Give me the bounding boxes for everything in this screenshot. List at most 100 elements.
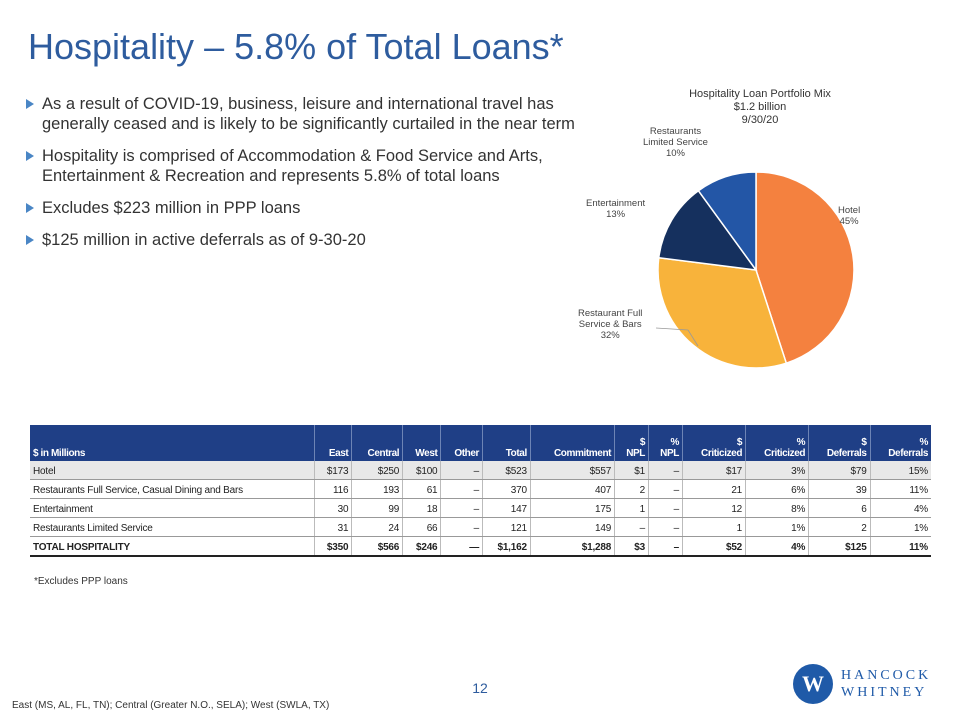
table-cell: 175	[529, 498, 615, 518]
table-cell: 21	[681, 479, 746, 499]
table-cell: 4%	[869, 498, 931, 518]
table-cell: 39	[808, 479, 871, 499]
chart-date: 9/30/20	[741, 114, 779, 126]
header-text: $	[861, 437, 867, 448]
table-row: Restaurants Full Service, Casual Dining …	[30, 479, 931, 499]
hancock-whitney-logo: W HANCOCK WHITNEY	[793, 664, 943, 708]
header-text: Total	[505, 448, 528, 459]
table-cell: 12	[681, 498, 746, 518]
table-cell: 149	[529, 517, 615, 537]
table-header-cell: Other	[440, 425, 483, 461]
table-body: Hotel $173 $250 $100– $523 $557 $1– $17 3% $79 15%…	[30, 461, 931, 557]
table-cell: 116	[313, 479, 352, 499]
bullet-arrow-icon	[26, 203, 34, 213]
logo-word-2: WHITNEY	[841, 685, 928, 700]
bullet-text: $125 million in active deferrals as of 9…	[42, 231, 366, 249]
pie-slice-hotel	[755, 171, 855, 365]
pie-leader-line	[655, 327, 699, 347]
table-cell: 193	[351, 479, 403, 499]
portfolio-pie-chart: Hospitality Loan Portfolio Mix $1.2 bill…	[570, 84, 950, 384]
table-header-cell: East	[313, 425, 352, 461]
table-header-cell: % NPL	[648, 425, 683, 461]
table-cell: $79	[808, 461, 871, 480]
bullet-item: $125 million in active deferrals as of 9…	[26, 230, 586, 250]
pie-label-restaurant-full: Restaurant Full Service & Bars 32%	[578, 308, 642, 341]
table-cell: 6%	[745, 479, 809, 499]
table-header-cell: $ Criticized	[681, 425, 746, 461]
bullet-list: As a result of COVID-19, business, leisu…	[26, 94, 586, 262]
table-cell: $523	[482, 461, 531, 480]
row-label: Restaurants Full Service, Casual Dining …	[30, 479, 315, 499]
header-text: Criticized	[701, 448, 743, 459]
pie-slice-restaurant-full	[657, 256, 788, 369]
bullet-arrow-icon	[26, 99, 34, 109]
chart-subtitle: $1.2 billion	[733, 101, 787, 113]
pie-label-line: Service & Bars	[578, 319, 642, 330]
table-header-cell: Total	[482, 425, 531, 461]
table-cell: $350	[313, 536, 352, 557]
table-cell: $250	[351, 461, 403, 480]
table-header-cell: $ Deferrals	[808, 425, 871, 461]
table-cell: –	[440, 461, 483, 480]
pie-label-line: Restaurant Full	[578, 308, 643, 319]
logo-mark-letter: W	[802, 671, 824, 696]
table-cell: –	[440, 517, 483, 537]
header-text: East	[328, 448, 349, 459]
row-label: Restaurants Limited Service	[30, 517, 315, 537]
bullet-arrow-icon	[26, 235, 34, 245]
table-row: TOTAL HOSPITALITY $350 $566 $246— $1,162 $1,2…	[30, 536, 931, 557]
header-text: Commitment	[553, 448, 612, 459]
table-cell: $1,162	[482, 536, 531, 557]
table-cell: 2	[808, 517, 871, 537]
table-cell: 8%	[745, 498, 809, 518]
header-text: Central	[367, 448, 400, 459]
table-cell: –	[614, 517, 649, 537]
chart-title: Hospitality Loan Portfolio Mix	[689, 88, 831, 100]
table-cell: 407	[529, 479, 615, 499]
header-text: $	[736, 437, 743, 448]
bullet-item: As a result of COVID-19, business, leisu…	[26, 94, 586, 134]
header-text: %	[919, 437, 929, 448]
table-cell: 370	[482, 479, 531, 499]
table-cell: $3	[614, 536, 649, 557]
table-cell: $17	[681, 461, 746, 480]
table-cell: 11%	[869, 479, 931, 499]
table-cell: 147	[482, 498, 531, 518]
table-header-cell: West	[402, 425, 441, 461]
table-row: Restaurants Limited Service 31 24 66–121 149…	[30, 517, 931, 537]
header-text: NPL	[660, 448, 679, 459]
header-text: Criticized	[764, 448, 806, 459]
bullet-item: Excludes $223 million in PPP loans	[26, 198, 586, 218]
table-cell: $173	[313, 461, 352, 480]
pie-label-value: 13%	[606, 209, 626, 220]
table-cell: $100	[402, 461, 441, 480]
table-cell: $52	[681, 536, 746, 557]
page-title: Hospitality – 5.8% of Total Loans*	[28, 26, 564, 67]
table-cell: 1	[681, 517, 746, 537]
table-cell: $1,288	[529, 536, 615, 557]
bullet-text: As a result of COVID-19, business, leisu…	[42, 95, 575, 133]
table-cell: 31	[313, 517, 352, 537]
table-cell: 3%	[745, 461, 809, 480]
table-header-cell: Central	[351, 425, 403, 461]
table-cell: $125	[808, 536, 871, 557]
pie-label-value: 45%	[839, 216, 859, 227]
table-cell: 1%	[869, 517, 931, 537]
header-text: %	[670, 437, 679, 448]
table-cell: 4%	[745, 536, 809, 557]
table-cell: 30	[313, 498, 352, 518]
table-header-row: $ in Millions East Central West Other Total Co…	[30, 425, 931, 461]
table-cell: –	[440, 498, 483, 518]
header-text: Deferrals	[826, 448, 867, 459]
pie-label-line: Limited Service	[643, 137, 708, 148]
table-cell: 24	[351, 517, 403, 537]
bullet-item: Hospitality is comprised of Accommodatio…	[26, 146, 586, 186]
table-cell: 99	[351, 498, 403, 518]
logo-mark-icon: W	[793, 664, 833, 704]
pie-label-value: 32%	[600, 330, 620, 341]
table-header-cell: % Criticized	[745, 425, 809, 461]
table-cell: $566	[351, 536, 403, 557]
header-text: Other	[454, 448, 480, 459]
header-text: $ in Millions	[33, 448, 86, 459]
pie-label-line: Restaurants	[649, 126, 702, 137]
